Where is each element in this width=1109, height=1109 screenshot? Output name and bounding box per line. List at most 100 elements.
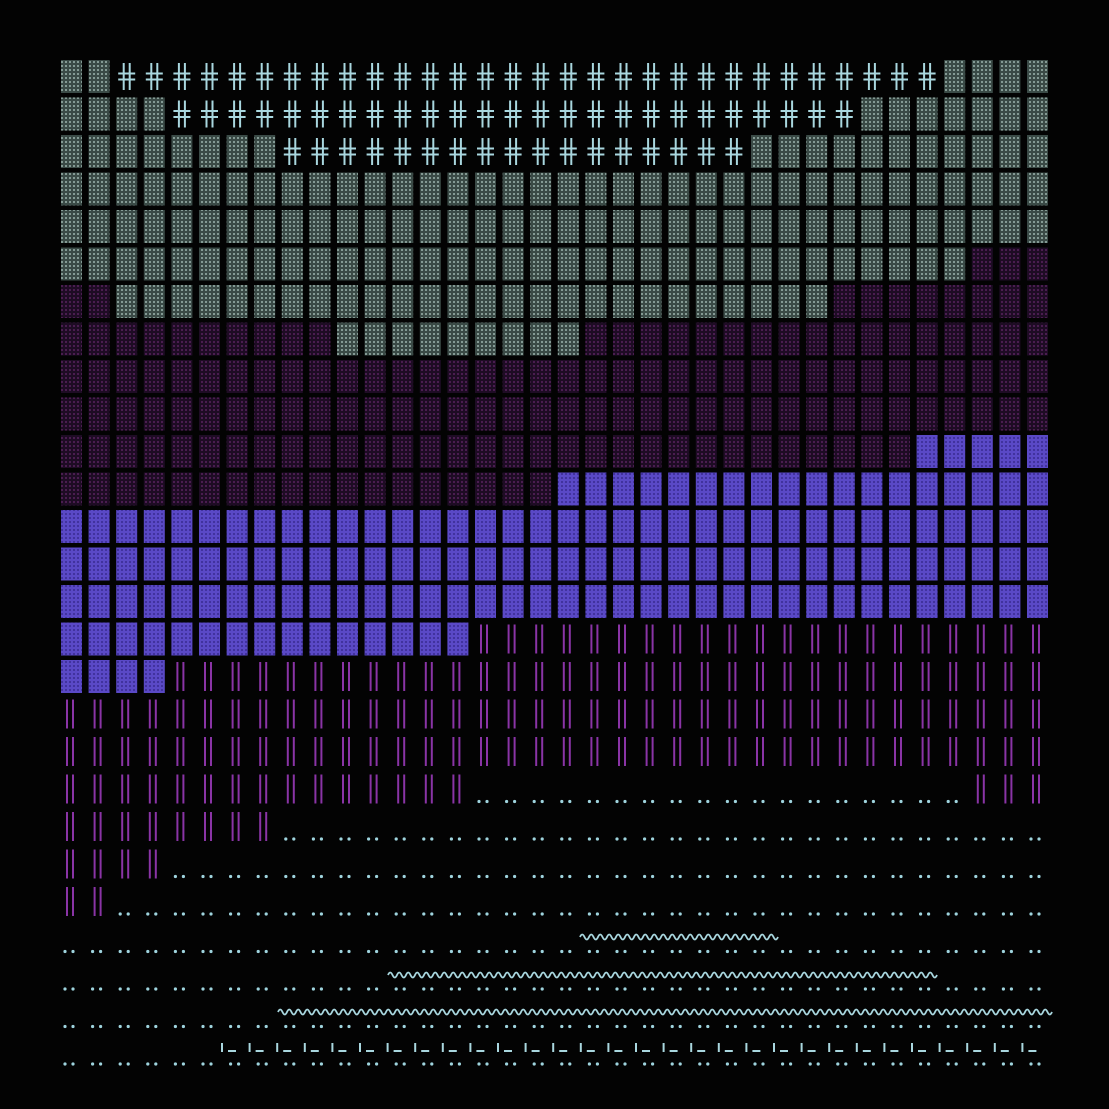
dark-cell — [916, 397, 938, 431]
dot-cell — [116, 172, 138, 206]
dark-cell — [309, 435, 331, 468]
colon-dot — [568, 912, 572, 916]
colon-dot — [560, 912, 564, 916]
colon-dot — [485, 987, 489, 991]
colon-dot — [982, 1062, 986, 1066]
colon-dot — [871, 874, 876, 879]
dark-cell — [502, 472, 524, 506]
colon-dot — [678, 1062, 682, 1066]
colon-dot — [651, 1062, 655, 1066]
blue-cell — [585, 547, 607, 581]
colon-dot — [836, 912, 840, 916]
blue-cell — [254, 510, 276, 543]
colon-dot — [623, 912, 627, 916]
colon-dot — [927, 912, 931, 916]
colon-dot — [477, 987, 481, 991]
dark-cell — [530, 397, 552, 431]
colon-dot — [725, 799, 730, 804]
dot-cell — [971, 135, 993, 168]
dot-cell — [723, 247, 745, 281]
colon-dot — [781, 987, 785, 991]
dot-cell — [502, 285, 524, 318]
dark-cell — [585, 360, 607, 393]
dot-cell — [999, 135, 1021, 168]
colon-dot — [532, 949, 536, 954]
colon-dot — [201, 1024, 205, 1029]
dark-cell — [447, 360, 469, 393]
colon-dot — [237, 874, 241, 879]
dark-cell — [337, 360, 358, 393]
colon-dot — [863, 874, 868, 879]
dark-cell — [419, 360, 441, 393]
blue-cell — [668, 585, 690, 618]
colon-dot — [201, 912, 205, 916]
colon-dot — [871, 1062, 876, 1066]
colon-dot — [871, 1024, 876, 1029]
dot-cell — [502, 172, 524, 206]
colon-dot — [457, 874, 461, 879]
colon-dot — [99, 987, 103, 991]
dot-cell — [916, 247, 938, 281]
colon-dot — [1009, 837, 1014, 841]
dark-cell — [999, 360, 1021, 393]
colon-dot — [449, 949, 453, 954]
dot-cell — [557, 322, 579, 356]
dark-cell — [889, 435, 910, 468]
colon-dot — [173, 874, 177, 879]
colon-dot — [836, 949, 840, 954]
blue-cell — [557, 472, 579, 506]
blue-cell — [861, 585, 883, 618]
colon-dot — [781, 1024, 785, 1029]
dark-cell — [585, 397, 607, 431]
colon-dot — [919, 799, 923, 804]
colon-dot — [698, 987, 702, 991]
colon-dot — [1001, 949, 1006, 954]
colon-dot — [1029, 987, 1033, 991]
colon-dot — [347, 1062, 351, 1066]
dark-cell — [585, 322, 607, 356]
colon-dot — [477, 912, 481, 916]
dot-cell — [475, 285, 496, 318]
colon-dot — [816, 799, 820, 804]
colon-dot — [1001, 987, 1006, 991]
colon-dot — [927, 949, 931, 954]
blue-cell — [944, 435, 966, 468]
colon-dot — [982, 874, 986, 879]
colon-dot — [844, 949, 848, 954]
dark-cell — [254, 360, 276, 393]
colon-dot — [1029, 1062, 1033, 1066]
colon-dot — [264, 1062, 268, 1066]
dark-cell — [613, 360, 634, 393]
dot-cell — [143, 210, 165, 243]
colon-dot — [706, 987, 710, 991]
dot-cell — [254, 210, 276, 243]
dark-cell — [116, 322, 138, 356]
blue-cell — [254, 622, 276, 656]
colon-dot — [394, 874, 398, 879]
colon-dot — [1009, 949, 1014, 954]
colon-dot — [982, 949, 986, 954]
colon-dot — [181, 1024, 185, 1029]
colon-dot — [615, 799, 619, 804]
colon-dot — [899, 837, 903, 841]
dark-cell — [502, 397, 524, 431]
blue-cell — [419, 547, 441, 581]
dot-cell — [585, 172, 607, 206]
dark-cell — [640, 435, 662, 468]
dark-cell — [833, 322, 855, 356]
colon-dot — [209, 874, 213, 879]
dot-cell — [143, 135, 165, 168]
blue-cell — [364, 510, 386, 543]
colon-dot — [808, 987, 812, 991]
colon-dot — [256, 949, 260, 954]
colon-dot — [505, 874, 509, 879]
dark-cell — [143, 322, 165, 356]
colon-dot — [863, 837, 868, 841]
colon-dot — [319, 1062, 323, 1066]
blue-cell — [171, 622, 193, 656]
colon-dot — [540, 949, 544, 954]
colon-dot — [284, 987, 288, 991]
dark-cell — [751, 397, 772, 431]
colon-dot — [643, 912, 647, 916]
colon-dot — [761, 874, 765, 879]
